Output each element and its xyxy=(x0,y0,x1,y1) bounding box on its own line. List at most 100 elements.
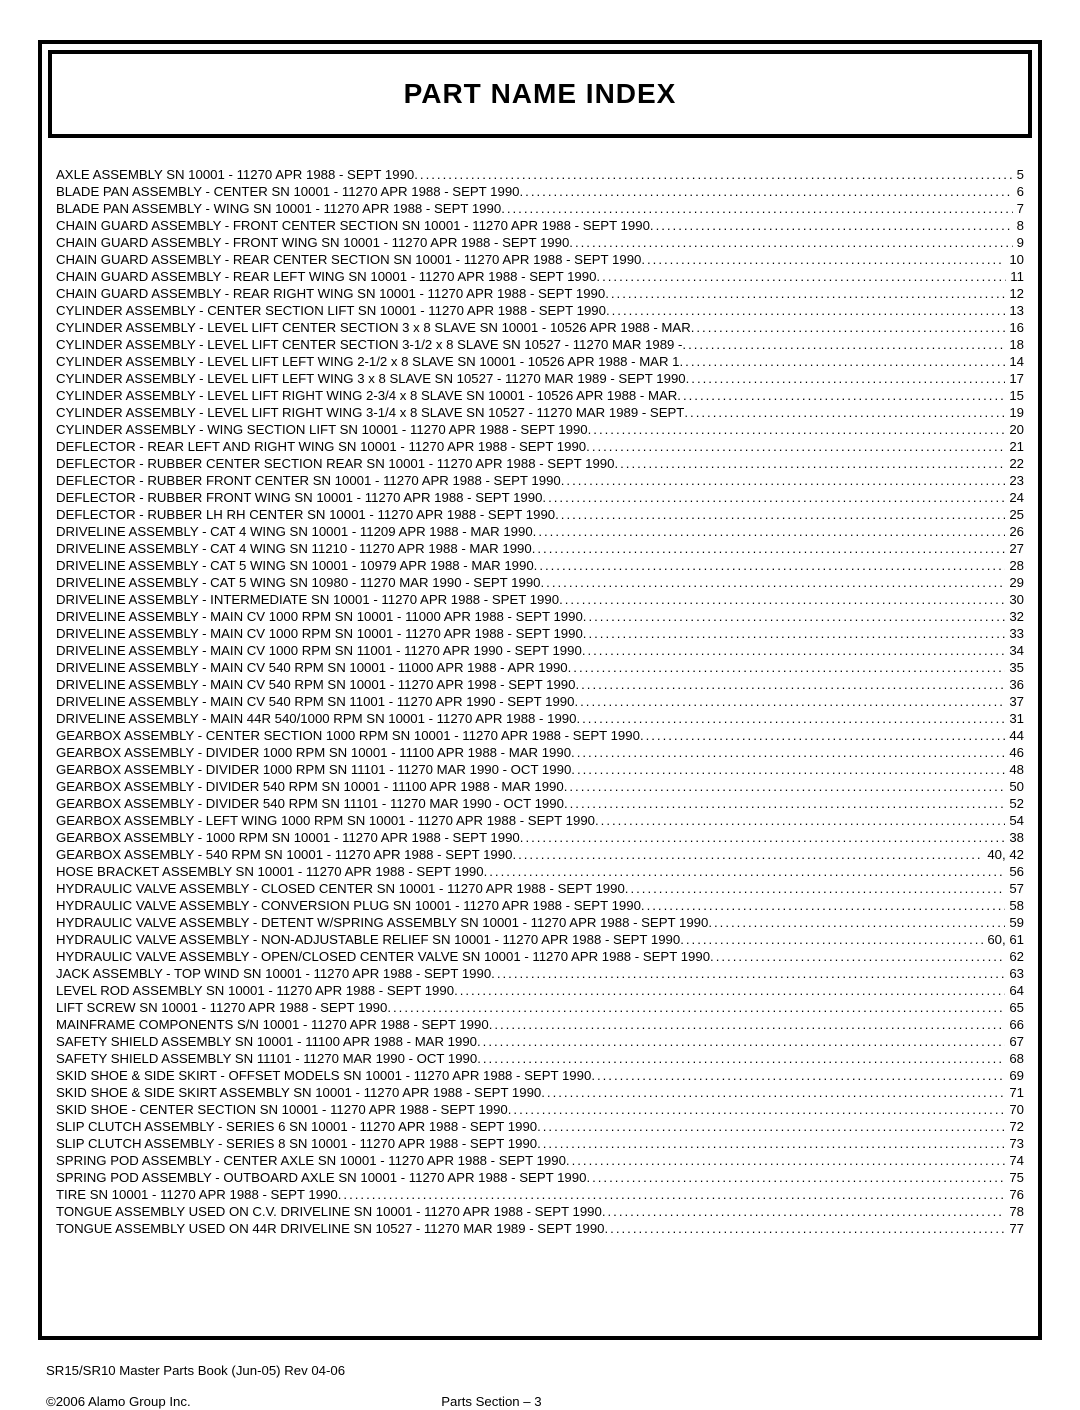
entry-label: CYLINDER ASSEMBLY - WING SECTION LIFT SN… xyxy=(56,421,588,438)
dot-leader: ........................................… xyxy=(591,1067,1005,1084)
entry-page: 52 xyxy=(1005,795,1024,812)
entry-label: BLADE PAN ASSEMBLY - CENTER SN 10001 - 1… xyxy=(56,183,520,200)
dot-leader: ........................................… xyxy=(605,285,1005,302)
entry-page: 24 xyxy=(1005,489,1024,506)
index-entry: SLIP CLUTCH ASSEMBLY - SERIES 8 SN 10001… xyxy=(56,1135,1024,1152)
entry-page: 37 xyxy=(1005,693,1024,710)
entry-page: 54 xyxy=(1005,812,1024,829)
dot-leader: ........................................… xyxy=(484,863,1006,880)
entry-label: DRIVELINE ASSEMBLY - MAIN CV 540 RPM SN … xyxy=(56,659,568,676)
entry-page: 31 xyxy=(1005,710,1024,727)
entry-page: 63 xyxy=(1005,965,1024,982)
index-entry: MAINFRAME COMPONENTS S/N 10001 - 11270 A… xyxy=(56,1016,1024,1033)
dot-leader: ........................................… xyxy=(575,676,1005,693)
entry-label: CHAIN GUARD ASSEMBLY - FRONT WING SN 100… xyxy=(56,234,569,251)
entry-page: 29 xyxy=(1005,574,1024,591)
dot-leader: ........................................… xyxy=(641,897,1005,914)
index-entry: GEARBOX ASSEMBLY - DIVIDER 1000 RPM SN 1… xyxy=(56,744,1024,761)
entry-page: 66 xyxy=(1005,1016,1024,1033)
entry-page: 15 xyxy=(1005,387,1024,404)
entry-page: 75 xyxy=(1005,1169,1024,1186)
dot-leader: ........................................… xyxy=(588,421,1006,438)
entry-label: SAFETY SHIELD ASSEMBLY SN 11101 - 11270 … xyxy=(56,1050,477,1067)
entry-label: DRIVELINE ASSEMBLY - MAIN CV 1000 RPM SN… xyxy=(56,625,583,642)
entry-page: 26 xyxy=(1005,523,1024,540)
dot-leader: ........................................… xyxy=(501,200,1012,217)
entry-label: DRIVELINE ASSEMBLY - CAT 5 WING SN 10980… xyxy=(56,574,541,591)
entry-label: DEFLECTOR - RUBBER FRONT CENTER SN 10001… xyxy=(56,472,561,489)
dot-leader: ........................................… xyxy=(605,1220,1006,1237)
dot-leader: ........................................… xyxy=(533,523,1006,540)
entry-label: SPRING POD ASSEMBLY - CENTER AXLE SN 100… xyxy=(56,1152,566,1169)
index-entry: JACK ASSEMBLY - TOP WIND SN 10001 - 1127… xyxy=(56,965,1024,982)
entry-page: 16 xyxy=(1005,319,1024,336)
dot-leader: ........................................… xyxy=(566,1152,1005,1169)
entry-page: 30 xyxy=(1005,591,1024,608)
dot-leader: ........................................… xyxy=(691,319,1006,336)
entry-label: DEFLECTOR - REAR LEFT AND RIGHT WING SN … xyxy=(56,438,586,455)
entry-label: HYDRAULIC VALVE ASSEMBLY - CLOSED CENTER… xyxy=(56,880,625,897)
index-entry: DRIVELINE ASSEMBLY - MAIN CV 1000 RPM SN… xyxy=(56,625,1024,642)
index-entry: LIFT SCREW SN 10001 - 11270 APR 1988 - S… xyxy=(56,999,1024,1016)
dot-leader: ........................................… xyxy=(489,1016,1006,1033)
entry-page: 44 xyxy=(1005,727,1024,744)
entry-page: 59 xyxy=(1005,914,1024,931)
dot-leader: ........................................… xyxy=(583,608,1006,625)
dot-leader: ........................................… xyxy=(650,217,1013,234)
entry-page: 56 xyxy=(1005,863,1024,880)
dot-leader: ........................................… xyxy=(542,489,1005,506)
index-entry: CHAIN GUARD ASSEMBLY - FRONT WING SN 100… xyxy=(56,234,1024,251)
dot-leader: ........................................… xyxy=(582,642,1006,659)
entry-page: 18 xyxy=(1005,336,1024,353)
dot-leader: ........................................… xyxy=(677,387,1005,404)
entry-page: 48 xyxy=(1005,761,1024,778)
dot-leader: ........................................… xyxy=(569,234,1012,251)
dot-leader: ........................................… xyxy=(537,1135,1005,1152)
page-root: PART NAME INDEX AXLE ASSEMBLY SN 10001 -… xyxy=(0,0,1080,1397)
index-entry: BLADE PAN ASSEMBLY - WING SN 10001 - 112… xyxy=(56,200,1024,217)
entry-page: 58 xyxy=(1005,897,1024,914)
index-entry: HYDRAULIC VALVE ASSEMBLY - CONVERSION PL… xyxy=(56,897,1024,914)
index-entry: DRIVELINE ASSEMBLY - MAIN CV 1000 RPM SN… xyxy=(56,608,1024,625)
index-entry: BLADE PAN ASSEMBLY - CENTER SN 10001 - 1… xyxy=(56,183,1024,200)
index-entry: HOSE BRACKET ASSEMBLY SN 10001 - 11270 A… xyxy=(56,863,1024,880)
entry-label: SLIP CLUTCH ASSEMBLY - SERIES 6 SN 10001… xyxy=(56,1118,537,1135)
entry-page: 36 xyxy=(1005,676,1024,693)
dot-leader: ........................................… xyxy=(541,574,1006,591)
index-entry: SKID SHOE & SIDE SKIRT ASSEMBLY SN 10001… xyxy=(56,1084,1024,1101)
entry-label: JACK ASSEMBLY - TOP WIND SN 10001 - 1127… xyxy=(56,965,491,982)
entry-label: GEARBOX ASSEMBLY - LEFT WING 1000 RPM SN… xyxy=(56,812,595,829)
entry-label: GEARBOX ASSEMBLY - 1000 RPM SN 10001 - 1… xyxy=(56,829,520,846)
dot-leader: ........................................… xyxy=(508,1101,1006,1118)
entry-label: SKID SHOE & SIDE SKIRT - OFFSET MODELS S… xyxy=(56,1067,591,1084)
index-entry: DRIVELINE ASSEMBLY - CAT 5 WING SN 10980… xyxy=(56,574,1024,591)
entry-label: CHAIN GUARD ASSEMBLY - REAR CENTER SECTI… xyxy=(56,251,641,268)
index-entry: DRIVELINE ASSEMBLY - CAT 4 WING SN 11210… xyxy=(56,540,1024,557)
entry-label: DRIVELINE ASSEMBLY - CAT 5 WING SN 10001… xyxy=(56,557,534,574)
dot-leader: ........................................… xyxy=(574,693,1005,710)
entry-page: 27 xyxy=(1005,540,1024,557)
entry-page: 72 xyxy=(1005,1118,1024,1135)
index-entry: TONGUE ASSEMBLY USED ON 44R DRIVELINE SN… xyxy=(56,1220,1024,1237)
entry-label: CYLINDER ASSEMBLY - LEVEL LIFT LEFT WING… xyxy=(56,370,686,387)
dot-leader: ........................................… xyxy=(680,353,1006,370)
dot-leader: ........................................… xyxy=(477,1050,1005,1067)
dot-leader: ........................................… xyxy=(561,472,1006,489)
entry-label: CHAIN GUARD ASSEMBLY - REAR RIGHT WING S… xyxy=(56,285,605,302)
index-entry: DRIVELINE ASSEMBLY - MAIN CV 540 RPM SN … xyxy=(56,693,1024,710)
index-entry: DRIVELINE ASSEMBLY - MAIN CV 1000 RPM SN… xyxy=(56,642,1024,659)
index-entry: AXLE ASSEMBLY SN 10001 - 11270 APR 1988 … xyxy=(56,166,1024,183)
dot-leader: ........................................… xyxy=(564,795,1005,812)
entry-label: CYLINDER ASSEMBLY - LEVEL LIFT RIGHT WIN… xyxy=(56,404,684,421)
index-entry: SAFETY SHIELD ASSEMBLY SN 10001 - 11100 … xyxy=(56,1033,1024,1050)
entry-label: SKID SHOE & SIDE SKIRT ASSEMBLY SN 10001… xyxy=(56,1084,541,1101)
dot-leader: ........................................… xyxy=(595,812,1005,829)
entry-page: 5 xyxy=(1013,166,1024,183)
entry-page: 50 xyxy=(1005,778,1024,795)
entry-page: 46 xyxy=(1005,744,1024,761)
index-entry: CYLINDER ASSEMBLY - CENTER SECTION LIFT … xyxy=(56,302,1024,319)
index-entry: CYLINDER ASSEMBLY - LEVEL LIFT RIGHT WIN… xyxy=(56,387,1024,404)
entry-page: 71 xyxy=(1005,1084,1024,1101)
entry-page: 22 xyxy=(1005,455,1024,472)
dot-leader: ........................................… xyxy=(541,1084,1005,1101)
